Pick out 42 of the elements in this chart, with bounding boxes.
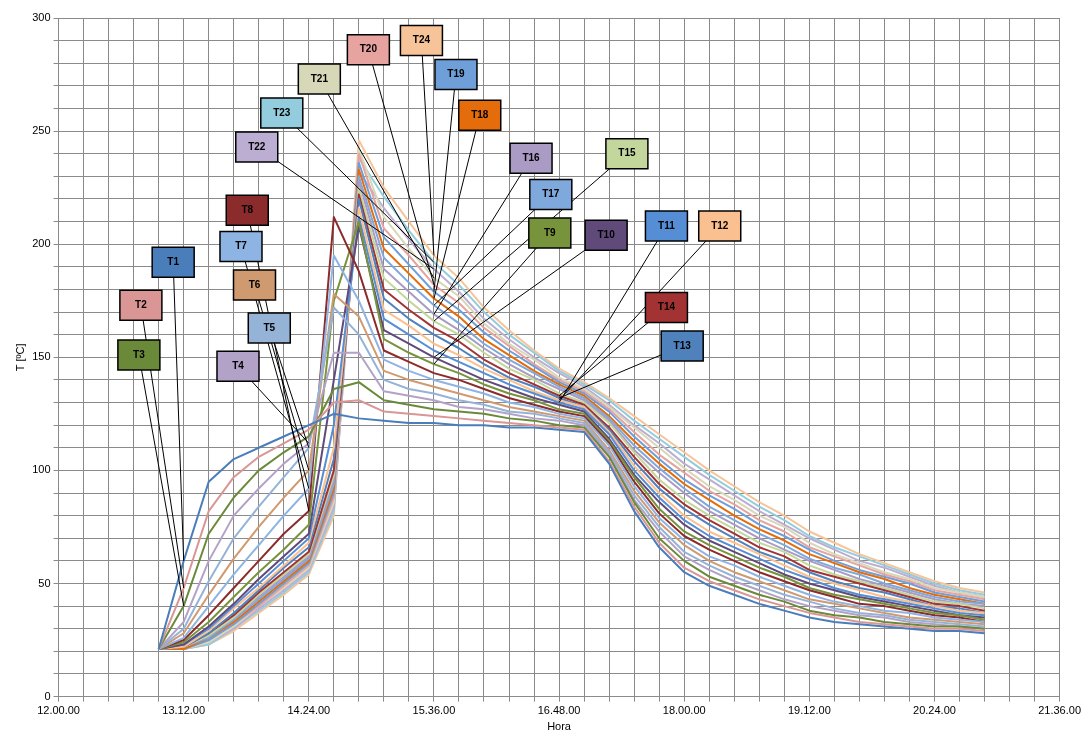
annotation: T15 <box>618 147 636 159</box>
annotation: T20 <box>359 43 378 55</box>
annotation: T3 <box>133 348 146 360</box>
annotation: T11 <box>658 219 676 231</box>
annotation: T13 <box>673 339 692 351</box>
y-tick-label: 150 <box>32 350 51 363</box>
y-axis-title: T [ºC] <box>13 343 26 372</box>
x-tick-label: 15.36.00 <box>412 704 456 717</box>
annotation: T1 <box>167 256 180 268</box>
annotation: T10 <box>597 228 616 240</box>
x-tick-label: 21.36.00 <box>1038 704 1081 717</box>
annotation: T4 <box>232 360 245 372</box>
x-tick-label: 12.00.00 <box>37 704 80 717</box>
x-tick-label: 20.24.00 <box>913 704 956 717</box>
x-tick-label: 13.12.00 <box>162 704 206 717</box>
y-tick-label: 250 <box>32 124 51 137</box>
annotation: T6 <box>248 278 261 290</box>
x-tick-label: 18.00.00 <box>662 704 706 717</box>
y-tick-label: 50 <box>38 576 51 589</box>
x-axis-title: Hora <box>547 720 572 733</box>
annotation: T5 <box>263 321 276 333</box>
y-tick-label: 100 <box>32 463 51 476</box>
annotation: T8 <box>241 204 254 216</box>
y-tick-label: 200 <box>32 237 51 250</box>
annotation: T21 <box>310 72 329 84</box>
x-tick-label: 14.24.00 <box>287 704 331 717</box>
annotation: T7 <box>235 240 248 252</box>
y-tick-label: 0 <box>44 689 51 702</box>
annotation: T18 <box>471 109 489 121</box>
x-tick-label: 19.12.00 <box>787 704 831 717</box>
annotation: T19 <box>447 68 466 80</box>
y-tick-label: 300 <box>32 11 51 24</box>
annotation: T22 <box>248 140 266 152</box>
annotation: T17 <box>542 188 560 200</box>
annotation: T23 <box>273 106 291 118</box>
annotation: T9 <box>543 226 557 238</box>
annotation: T14 <box>657 301 676 313</box>
annotation: T12 <box>711 219 729 231</box>
annotation: T2 <box>135 299 148 311</box>
x-tick-label: 16.48.00 <box>537 704 581 717</box>
annotation: T16 <box>522 151 541 163</box>
annotation: T24 <box>412 34 431 46</box>
